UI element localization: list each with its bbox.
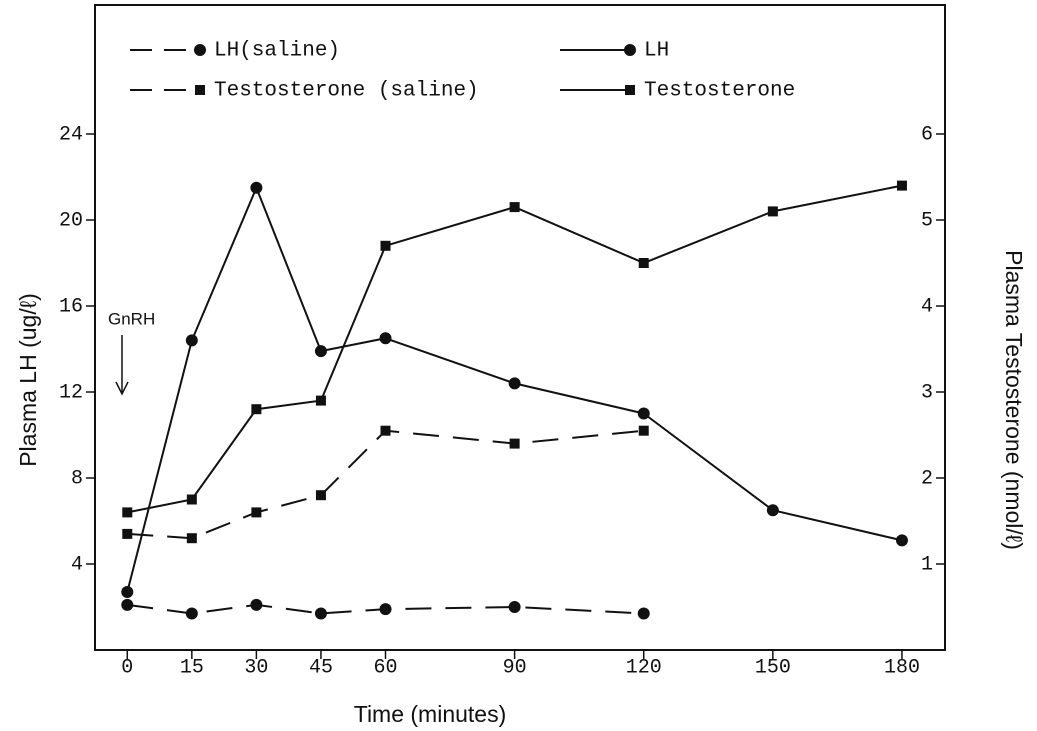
marker xyxy=(508,377,521,390)
marker xyxy=(121,585,134,598)
y-tick-label: 24 xyxy=(59,123,83,146)
marker xyxy=(185,607,198,620)
marker xyxy=(250,598,263,611)
y2-tick-label: 1 xyxy=(921,553,933,576)
marker xyxy=(194,44,206,56)
x-tick-label: 180 xyxy=(884,656,920,679)
marker xyxy=(637,407,650,420)
marker xyxy=(195,85,205,95)
marker xyxy=(251,404,262,415)
y2-tick-label: 5 xyxy=(921,209,933,232)
x-axis-label: Time (minutes) xyxy=(354,701,507,727)
marker xyxy=(379,603,392,616)
legend-label: LH(saline) xyxy=(214,40,340,63)
marker xyxy=(250,181,263,194)
y-tick-label: 4 xyxy=(71,553,83,576)
marker xyxy=(625,85,635,95)
marker xyxy=(380,240,391,251)
x-tick-label: 0 xyxy=(121,656,133,679)
y2-tick-label: 2 xyxy=(921,467,933,490)
y2-tick-label: 6 xyxy=(921,123,933,146)
y-axis-label: Plasma LH (ug/ℓ) xyxy=(15,293,41,467)
marker xyxy=(380,425,391,436)
marker xyxy=(185,334,198,347)
y-tick-label: 8 xyxy=(71,467,83,490)
marker xyxy=(122,528,133,539)
marker xyxy=(895,534,908,547)
plot-frame xyxy=(94,4,946,651)
marker xyxy=(509,202,520,213)
marker xyxy=(251,507,262,518)
marker xyxy=(896,180,907,191)
series-line xyxy=(126,185,903,593)
legend-label: Testosterone (saline) xyxy=(214,80,479,103)
series-line xyxy=(127,184,903,514)
annotation: GnRH xyxy=(108,309,155,328)
marker xyxy=(314,345,327,358)
y-tick-label: 20 xyxy=(59,209,83,232)
x-tick-label: 150 xyxy=(755,656,791,679)
annotation-arrowhead xyxy=(115,381,129,396)
marker xyxy=(509,438,520,449)
y-tick-label: 16 xyxy=(59,295,83,318)
marker xyxy=(314,607,327,620)
legend-label: LH xyxy=(644,40,669,63)
marker xyxy=(508,601,521,613)
x-tick-label: 45 xyxy=(309,656,333,679)
marker xyxy=(767,206,778,217)
marker xyxy=(315,395,326,406)
marker xyxy=(638,258,649,268)
marker xyxy=(624,44,636,56)
y-tick-label: 12 xyxy=(59,381,83,404)
marker xyxy=(186,494,197,505)
marker xyxy=(379,332,392,345)
marker xyxy=(766,504,779,517)
marker xyxy=(121,598,134,611)
marker xyxy=(638,425,649,436)
y2-tick-label: 4 xyxy=(921,295,933,318)
legend-label: Testosterone xyxy=(644,80,795,103)
y2-tick-label: 3 xyxy=(921,381,933,404)
marker xyxy=(315,490,326,501)
marker xyxy=(637,607,650,620)
x-tick-label: 30 xyxy=(244,656,268,679)
x-tick-label: 120 xyxy=(626,656,662,679)
marker xyxy=(186,533,197,544)
x-tick-label: 90 xyxy=(503,656,527,679)
x-tick-label: 15 xyxy=(180,656,204,679)
series-line xyxy=(127,429,644,540)
y2-axis-label: Plasma Testosterone (nmol/ℓ) xyxy=(1001,250,1027,550)
marker xyxy=(122,507,133,518)
x-tick-label: 60 xyxy=(373,656,397,679)
